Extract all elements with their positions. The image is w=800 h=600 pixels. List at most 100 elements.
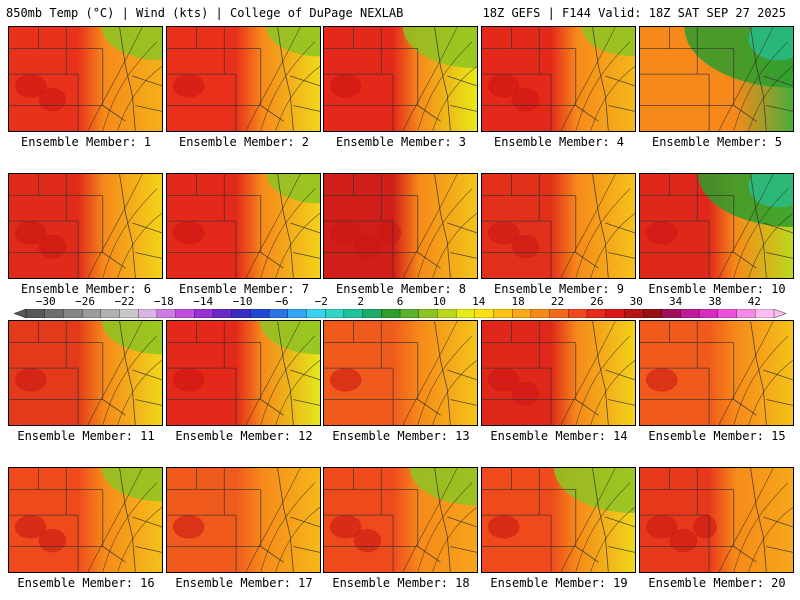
- colorbar-swatch: [493, 309, 513, 318]
- ensemble-member-map: [166, 467, 321, 573]
- warm-core-blob: [172, 515, 205, 539]
- colorbar-swatch: [287, 309, 307, 318]
- cool-air-region: [581, 27, 635, 57]
- colorbar-swatch: [736, 309, 756, 318]
- colorbar-tick-label: −2: [314, 295, 328, 308]
- colorbar-swatch: [212, 309, 233, 318]
- ensemble-member-map: [166, 26, 321, 132]
- ensemble-member-map: [481, 320, 636, 426]
- colorbar-swatch: [755, 309, 775, 318]
- ensemble-member-caption: Ensemble Member: 18: [332, 576, 470, 590]
- warm-core-blob: [329, 368, 362, 392]
- colorbar-swatch: [699, 309, 719, 318]
- warm-core-blob: [14, 368, 47, 392]
- wind-streamlines: [87, 27, 162, 131]
- ensemble-member-map: [323, 320, 478, 426]
- ensemble-member-caption: Ensemble Member: 11: [17, 429, 155, 443]
- ensemble-member-map: [481, 467, 636, 573]
- wind-streamlines: [87, 174, 162, 278]
- colorbar-swatch: [549, 309, 569, 318]
- state-borders: [482, 174, 635, 278]
- colorbar-swatch: [194, 309, 214, 318]
- ensemble-member-map: [639, 26, 794, 132]
- state-borders: [167, 321, 320, 425]
- colorbar-swatch: [156, 309, 177, 318]
- colorbar-swatch: [175, 309, 195, 318]
- state-borders: [9, 27, 162, 131]
- cool-air-region: [402, 27, 477, 69]
- colorbar-tick-label: 22: [550, 295, 565, 308]
- ensemble-member-caption: Ensemble Member: 7: [178, 282, 310, 296]
- warm-core-blob: [487, 368, 520, 392]
- warm-core-blob: [38, 87, 67, 112]
- ensemble-member-map: [323, 467, 478, 573]
- wind-streamlines: [718, 174, 793, 278]
- colorbar-swatch: [568, 309, 588, 318]
- ensemble-member-caption: Ensemble Member: 3: [335, 135, 467, 149]
- colorbar-swatch: [381, 309, 401, 318]
- wind-streamlines: [402, 468, 477, 572]
- ensemble-member-map: [166, 173, 321, 279]
- colorbar-tick-label: 10: [432, 295, 446, 308]
- colorbar-swatch: [512, 309, 532, 318]
- colorbar-swatch: [100, 309, 120, 318]
- map-title: 850mb Temp (°C) | Wind (kts) | College o…: [6, 6, 404, 20]
- state-borders: [640, 27, 793, 131]
- warm-core-blob: [14, 515, 47, 539]
- ensemble-member-caption: Ensemble Member: 19: [490, 576, 628, 590]
- colorbar-swatch: [268, 309, 289, 318]
- wind-streamlines: [560, 27, 635, 131]
- warm-core-blob: [353, 528, 382, 553]
- ensemble-member-caption: Ensemble Member: 9: [493, 282, 625, 296]
- colorbar-min-arrow: [14, 309, 27, 318]
- warm-core-blob: [511, 234, 540, 259]
- state-borders: [640, 174, 793, 278]
- colorbar-swatch: [680, 309, 700, 318]
- state-borders: [324, 27, 477, 131]
- colorbar-swatch: [81, 309, 102, 318]
- wind-streamlines: [87, 468, 162, 572]
- model-valid-time: 18Z GEFS | F144 Valid: 18Z SAT SEP 27 20…: [482, 6, 786, 20]
- state-borders: [482, 27, 635, 131]
- ensemble-member-caption: Ensemble Member: 15: [648, 429, 786, 443]
- ensemble-member-caption: Ensemble Member: 20: [648, 576, 786, 590]
- state-borders: [9, 174, 162, 278]
- ensemble-member-map: [8, 26, 163, 132]
- wind-streamlines: [718, 321, 793, 425]
- ensemble-member-map: [639, 320, 794, 426]
- state-borders: [324, 321, 477, 425]
- wind-streamlines: [718, 27, 793, 131]
- cool-air-core: [748, 174, 793, 208]
- ensemble-member-map: [323, 26, 478, 132]
- colorbar-swatch: [418, 309, 438, 318]
- ensemble-member-map: [166, 320, 321, 426]
- ensemble-member-map: [8, 467, 163, 573]
- wind-streamlines: [718, 468, 793, 572]
- colorbar-tick-label: 30: [629, 295, 643, 308]
- wind-streamlines: [560, 468, 635, 572]
- warm-core-blob: [645, 221, 678, 245]
- wind-streamlines: [245, 468, 320, 572]
- colorbar-swatch: [586, 309, 607, 318]
- colorbar-swatch: [138, 309, 158, 318]
- wind-streamlines: [560, 321, 635, 425]
- colorbar-swatch: [343, 309, 364, 318]
- warm-core-blob: [487, 74, 520, 98]
- ensemble-member-caption: Ensemble Member: 8: [335, 282, 467, 296]
- wind-streamlines: [87, 321, 162, 425]
- wind-streamlines: [402, 27, 477, 131]
- colorbar-tick-label: 38: [708, 295, 722, 308]
- colorbar-swatch: [250, 309, 270, 318]
- wind-streamlines: [402, 174, 477, 278]
- state-borders: [9, 468, 162, 572]
- colorbar-swatch: [437, 309, 457, 318]
- state-borders: [324, 174, 477, 278]
- colorbar-tick-label: −18: [153, 295, 174, 308]
- cool-air-core: [748, 27, 793, 61]
- ensemble-member-caption: Ensemble Member: 13: [332, 429, 470, 443]
- ensemble-member-map: [639, 467, 794, 573]
- ensemble-member-map: [639, 173, 794, 279]
- wind-streamlines: [245, 174, 320, 278]
- ensemble-member-caption: Ensemble Member: 16: [17, 576, 155, 590]
- wind-streamlines: [245, 321, 320, 425]
